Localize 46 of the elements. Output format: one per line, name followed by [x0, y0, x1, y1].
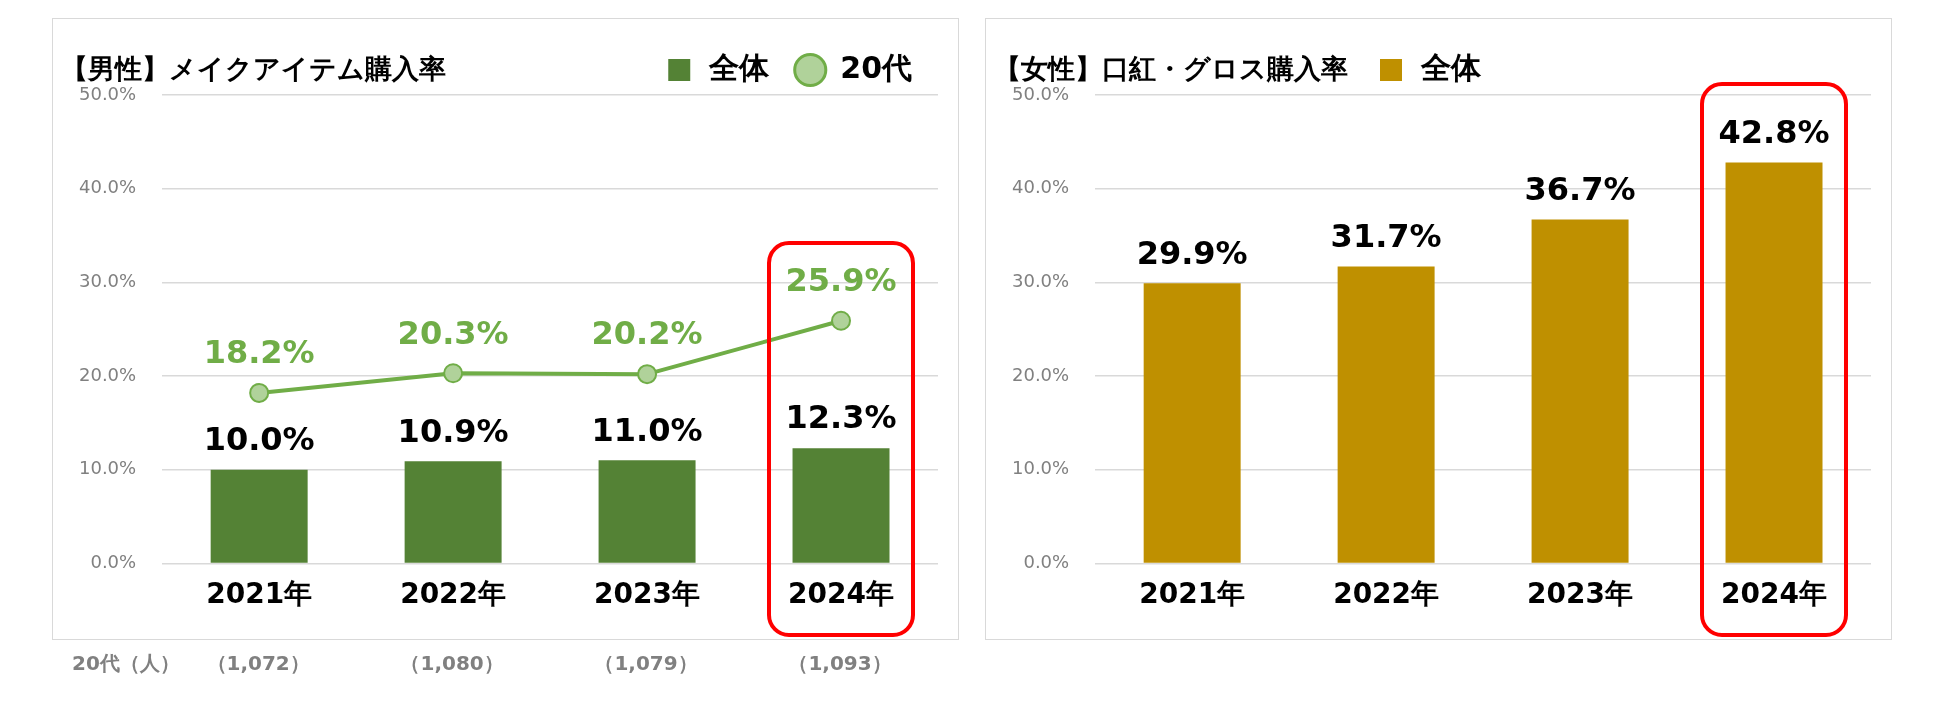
legend-label: 20代 — [840, 49, 912, 85]
text: （1,079） — [594, 650, 698, 677]
data-label: 12.3% — [785, 398, 897, 437]
text: （1,080） — [400, 650, 504, 677]
data-label: 42.8% — [1718, 112, 1830, 151]
y-tick-label: 40.0% — [1011, 176, 1070, 198]
x-tick-label: 2022年 — [1333, 577, 1440, 611]
point — [249, 382, 270, 403]
data-label: 10.9% — [397, 411, 509, 450]
y-tick-label: 40.0% — [78, 176, 137, 198]
data-label: 31.7% — [1330, 216, 1442, 255]
data-label: 11.0% — [591, 410, 703, 449]
x-tick-label: 2024年 — [788, 577, 894, 611]
data-label: 20.3% — [397, 313, 509, 352]
point — [831, 310, 852, 331]
y-tick-label: 20.0% — [1011, 363, 1070, 385]
data-label: 18.2% — [203, 333, 315, 372]
legend-label: 全体 — [1420, 49, 1482, 85]
data-label: 29.9% — [1136, 233, 1248, 272]
x-tick-label: 2023年 — [594, 577, 701, 611]
bar — [1725, 162, 1823, 563]
data-label: 36.7% — [1524, 169, 1636, 208]
data-label: 20.2% — [591, 314, 703, 353]
text: （1,093） — [788, 650, 892, 677]
y-tick-label: 0.0% — [1023, 551, 1070, 573]
text: （1,072） — [206, 650, 310, 677]
x-tick-label: 2021年 — [1139, 577, 1246, 611]
point — [443, 363, 464, 384]
y-tick-label: 30.0% — [1011, 270, 1070, 292]
bar — [1337, 266, 1435, 563]
data-label: 25.9% — [785, 261, 897, 300]
text: 20代（人） — [72, 650, 180, 677]
x-tick-label: 2021年 — [206, 577, 313, 611]
x-tick-label: 2022年 — [400, 577, 507, 611]
y-tick-label: 0.0% — [90, 551, 137, 573]
bar — [1143, 283, 1241, 563]
y-tick-label: 10.0% — [1011, 457, 1070, 479]
y-tick-label: 30.0% — [78, 270, 137, 292]
data-label: 10.0% — [203, 420, 315, 459]
point — [637, 364, 658, 385]
bar — [1531, 219, 1629, 563]
legend-label: 全体 — [708, 49, 771, 85]
y-tick-label: 10.0% — [78, 457, 137, 479]
x-tick-label: 2023年 — [1527, 577, 1634, 611]
y-tick-label: 20.0% — [78, 363, 137, 385]
x-tick-label: 2024年 — [1721, 577, 1827, 611]
